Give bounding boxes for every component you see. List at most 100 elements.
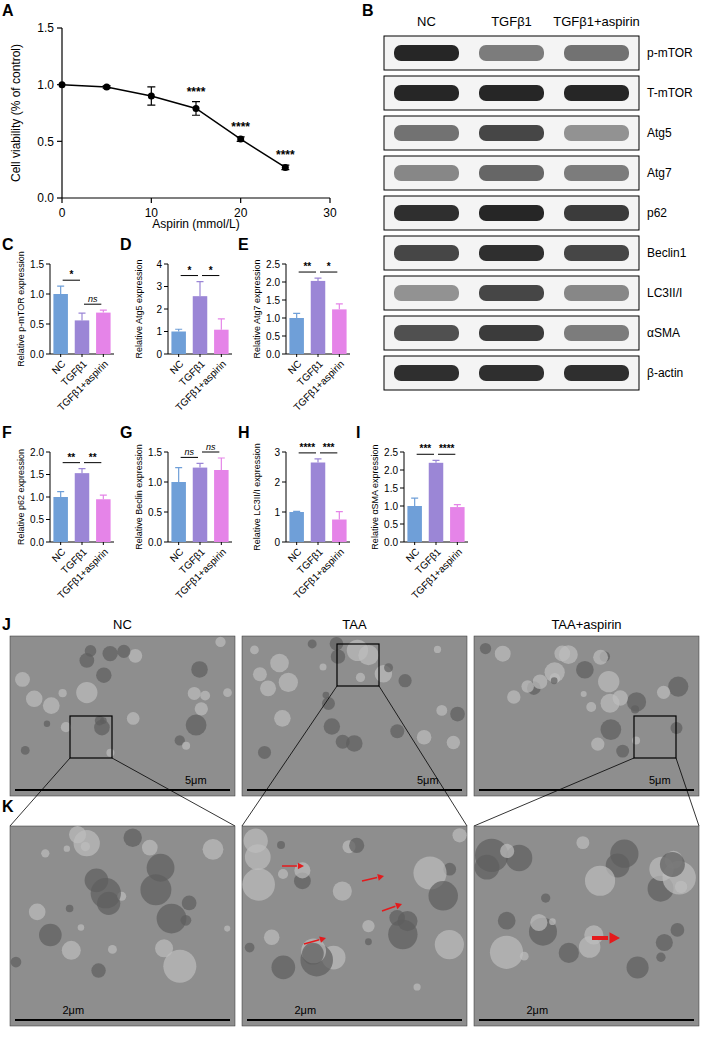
zoom-line — [10, 758, 70, 826]
arrow — [382, 906, 395, 911]
scale-bar — [479, 789, 694, 791]
y-tick-label: 1.0 — [30, 492, 44, 503]
row-label: Beclin1 — [647, 246, 687, 260]
blot-band — [479, 365, 544, 381]
texture — [675, 881, 687, 893]
texture — [331, 649, 345, 663]
panel-letter: F — [2, 424, 12, 441]
blot-strip — [384, 116, 639, 150]
y-tick-label: 0.5 — [384, 519, 398, 530]
texture — [66, 905, 74, 913]
zoom-line — [242, 686, 337, 826]
texture — [475, 855, 500, 880]
y-axis — [50, 264, 51, 354]
error-bar — [293, 313, 300, 318]
plot-area — [53, 286, 110, 354]
y-tick-label: 1.0 — [30, 289, 44, 300]
bar — [289, 318, 304, 354]
texture — [495, 646, 511, 662]
error-bar — [218, 458, 225, 470]
texture — [362, 920, 374, 932]
y-tick-label: 0.5 — [266, 331, 280, 342]
texture — [554, 646, 570, 662]
texture — [106, 749, 114, 757]
plot-area — [289, 459, 346, 542]
blot-band — [479, 45, 544, 61]
texture — [333, 882, 352, 901]
texture — [656, 953, 665, 962]
texture — [200, 691, 210, 701]
x-tick — [240, 198, 241, 203]
texture — [507, 690, 520, 703]
blot-strip — [384, 276, 639, 310]
x-tick-label: 0 — [59, 206, 66, 220]
bar — [75, 473, 90, 542]
y-tick — [46, 264, 50, 265]
error-bar — [197, 463, 204, 467]
zoom-line — [112, 758, 235, 826]
x-tick-label: TGFβ1+aspirin — [173, 546, 228, 601]
y-tick-label: 1.5 — [148, 447, 162, 458]
y-tick-label: 2.5 — [266, 259, 280, 270]
x-tick — [436, 542, 437, 545]
blot-band — [394, 85, 459, 101]
texture — [671, 923, 685, 937]
y-tick — [282, 452, 286, 453]
y-tick-label: 0.5 — [30, 514, 44, 525]
blot-band — [564, 285, 629, 301]
arrow — [282, 865, 297, 867]
y-tick — [164, 542, 168, 543]
y-tick — [400, 470, 404, 471]
significance: * — [327, 261, 331, 272]
texture — [498, 912, 516, 930]
bar — [429, 463, 444, 542]
row-label: T-mTOR — [647, 86, 693, 100]
significance: ns — [185, 447, 195, 457]
x-tick-label: 30 — [323, 206, 337, 220]
y-tick — [164, 309, 168, 310]
texture — [435, 930, 464, 959]
texture — [436, 705, 447, 716]
y-tick — [46, 474, 50, 475]
arrow-head — [377, 874, 384, 881]
texture — [95, 716, 104, 725]
panel-letter: D — [120, 236, 132, 253]
texture — [434, 646, 441, 653]
y-tick-label: 2.0 — [384, 465, 398, 476]
texture — [224, 926, 230, 932]
x-tick — [82, 354, 83, 357]
texture — [613, 690, 628, 705]
texture — [74, 830, 100, 856]
significance: *** — [323, 442, 335, 453]
blot-band — [394, 45, 459, 61]
micrograph — [474, 826, 699, 1026]
error-bar — [100, 495, 107, 499]
texture — [279, 673, 298, 692]
y-tick — [164, 264, 168, 265]
significance: ** — [67, 452, 75, 463]
y-axis — [286, 264, 287, 354]
error-bar — [79, 469, 86, 474]
panel-letter: A — [2, 2, 14, 19]
texture — [91, 878, 121, 908]
error-bar — [336, 512, 343, 520]
y-tick-label: 1.0 — [148, 477, 162, 488]
y-tick-label: 4 — [156, 259, 162, 270]
texture — [417, 730, 432, 745]
texture — [245, 844, 271, 870]
texture — [215, 637, 225, 647]
significance: **** — [187, 85, 206, 99]
error-bar — [79, 313, 86, 320]
y-tick-label: 2.0 — [30, 447, 44, 458]
bar — [96, 499, 111, 542]
panel-letter: E — [238, 236, 249, 253]
texture — [195, 702, 208, 715]
error-bar — [293, 511, 300, 513]
texture — [108, 945, 117, 954]
texture — [668, 676, 688, 696]
texture — [245, 943, 255, 953]
texture — [223, 688, 232, 697]
x-tick — [151, 198, 152, 203]
plot-area — [289, 278, 346, 354]
blot-strip — [384, 316, 639, 350]
